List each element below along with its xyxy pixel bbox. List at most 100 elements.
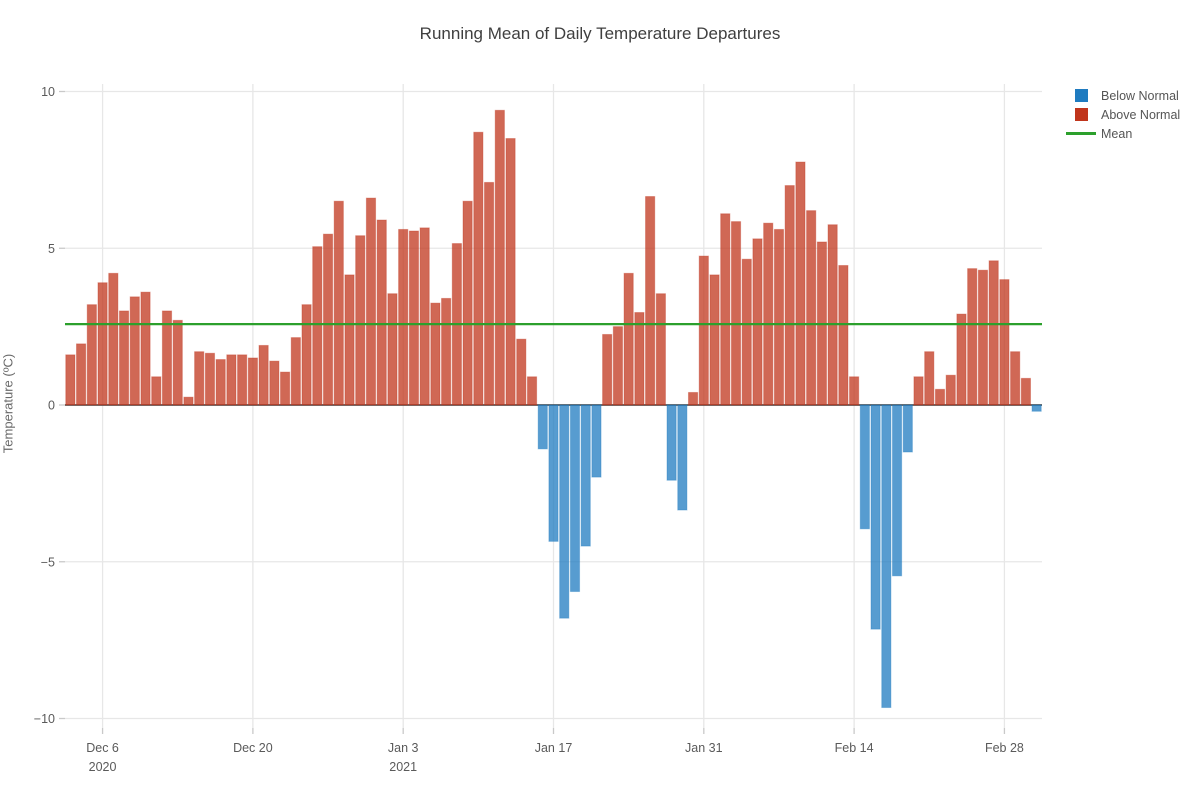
- bar-above-normal[interactable]: [97, 282, 108, 406]
- bar-above-normal[interactable]: [301, 304, 312, 406]
- bar-above-normal[interactable]: [365, 197, 377, 406]
- bar-above-normal[interactable]: [1010, 351, 1021, 406]
- bar-above-normal[interactable]: [258, 344, 269, 406]
- bar-above-normal[interactable]: [773, 228, 785, 406]
- bar-above-normal[interactable]: [752, 238, 763, 406]
- bar-above-normal[interactable]: [849, 376, 860, 406]
- bar-above-normal[interactable]: [623, 272, 634, 406]
- bar-above-normal[interactable]: [247, 357, 258, 406]
- bar-above-normal[interactable]: [398, 228, 409, 406]
- x-tick-label: Dec 20: [233, 741, 273, 755]
- bar-below-normal[interactable]: [677, 404, 688, 511]
- x-tick-label: Dec 6: [86, 741, 119, 755]
- bar-above-normal[interactable]: [634, 312, 645, 406]
- bar-above-normal[interactable]: [827, 224, 838, 406]
- x-tick-label: Jan 31: [685, 741, 723, 755]
- bar-above-normal[interactable]: [698, 255, 709, 406]
- bar-above-normal[interactable]: [204, 352, 216, 406]
- bar-above-normal[interactable]: [687, 391, 699, 406]
- bar-above-normal[interactable]: [172, 319, 183, 406]
- bar-above-normal[interactable]: [269, 360, 280, 406]
- legend: Below Normal Above Normal Mean: [1066, 86, 1180, 143]
- bar-above-normal[interactable]: [720, 213, 731, 406]
- y-tick-label: 5: [48, 242, 55, 256]
- legend-item-below-normal[interactable]: Below Normal: [1066, 86, 1180, 105]
- bar-above-normal[interactable]: [441, 297, 452, 406]
- bar-above-normal[interactable]: [988, 260, 999, 406]
- bar-below-normal[interactable]: [1031, 404, 1042, 412]
- bar-above-normal[interactable]: [419, 227, 430, 406]
- bar-above-normal[interactable]: [795, 161, 806, 406]
- bar-below-normal[interactable]: [569, 404, 581, 593]
- bar-above-normal[interactable]: [290, 337, 301, 406]
- bar-above-normal[interactable]: [279, 371, 291, 406]
- bar-above-normal[interactable]: [86, 304, 97, 406]
- bar-above-normal[interactable]: [108, 272, 119, 406]
- bar-above-normal[interactable]: [741, 258, 752, 406]
- bar-above-normal[interactable]: [118, 310, 130, 406]
- legend-item-above-normal[interactable]: Above Normal: [1066, 105, 1180, 124]
- bar-above-normal[interactable]: [215, 359, 226, 406]
- bar-above-normal[interactable]: [999, 279, 1010, 406]
- bar-above-normal[interactable]: [430, 302, 441, 406]
- y-axis-title: Temperature (ºC): [0, 353, 16, 454]
- bar-below-normal[interactable]: [666, 404, 677, 481]
- bar-above-normal[interactable]: [806, 210, 817, 406]
- bar-above-normal[interactable]: [194, 351, 205, 406]
- bar-above-normal[interactable]: [730, 221, 742, 406]
- bar-above-normal[interactable]: [344, 274, 355, 406]
- bar-above-normal[interactable]: [183, 396, 194, 406]
- bar-above-normal[interactable]: [387, 293, 398, 406]
- bar-above-normal[interactable]: [355, 235, 366, 406]
- bar-above-normal[interactable]: [977, 269, 989, 406]
- bar-below-normal[interactable]: [548, 404, 559, 542]
- bar-above-normal[interactable]: [226, 354, 237, 406]
- bar-above-normal[interactable]: [655, 293, 666, 406]
- bar-above-normal[interactable]: [924, 351, 935, 406]
- bar-below-normal[interactable]: [891, 404, 903, 577]
- bar-below-normal[interactable]: [881, 404, 892, 709]
- bar-above-normal[interactable]: [76, 343, 87, 406]
- bar-above-normal[interactable]: [140, 291, 151, 406]
- bar-above-normal[interactable]: [462, 200, 473, 406]
- bar-below-normal[interactable]: [859, 404, 870, 530]
- bar-above-normal[interactable]: [151, 376, 162, 406]
- bar-below-normal[interactable]: [870, 404, 881, 630]
- bar-above-normal[interactable]: [1020, 377, 1031, 406]
- y-tick-label: −10: [34, 712, 55, 726]
- bar-above-normal[interactable]: [645, 196, 656, 406]
- bar-above-normal[interactable]: [763, 222, 774, 406]
- bar-below-normal[interactable]: [559, 404, 570, 619]
- bar-above-normal[interactable]: [526, 376, 538, 406]
- bar-above-normal[interactable]: [408, 230, 420, 406]
- bar-above-normal[interactable]: [709, 274, 720, 406]
- bar-above-normal[interactable]: [516, 338, 527, 406]
- bar-above-normal[interactable]: [237, 354, 248, 406]
- bar-above-normal[interactable]: [602, 333, 613, 406]
- bar-above-normal[interactable]: [65, 354, 76, 406]
- bar-below-normal[interactable]: [537, 404, 548, 450]
- bar-above-normal[interactable]: [612, 326, 624, 406]
- bar-above-normal[interactable]: [333, 200, 344, 406]
- bar-above-normal[interactable]: [473, 131, 484, 406]
- above-normal-swatch: [1066, 108, 1096, 121]
- bar-above-normal[interactable]: [322, 233, 334, 406]
- bar-above-normal[interactable]: [494, 109, 505, 406]
- bar-below-normal[interactable]: [591, 404, 602, 478]
- bar-above-normal[interactable]: [129, 296, 140, 406]
- bar-above-normal[interactable]: [161, 310, 173, 406]
- bar-above-normal[interactable]: [312, 246, 323, 406]
- bar-above-normal[interactable]: [956, 313, 967, 406]
- bar-above-normal[interactable]: [376, 219, 387, 406]
- bar-above-normal[interactable]: [913, 376, 924, 406]
- legend-item-mean[interactable]: Mean: [1066, 124, 1180, 143]
- bar-above-normal[interactable]: [967, 268, 978, 406]
- bar-above-normal[interactable]: [784, 185, 795, 406]
- bar-above-normal[interactable]: [945, 374, 956, 406]
- bar-below-normal[interactable]: [580, 404, 591, 547]
- bar-below-normal[interactable]: [902, 404, 913, 453]
- bar-above-normal[interactable]: [483, 181, 495, 406]
- bar-above-normal[interactable]: [934, 388, 946, 406]
- bar-above-normal[interactable]: [838, 264, 849, 406]
- bar-above-normal[interactable]: [505, 138, 516, 406]
